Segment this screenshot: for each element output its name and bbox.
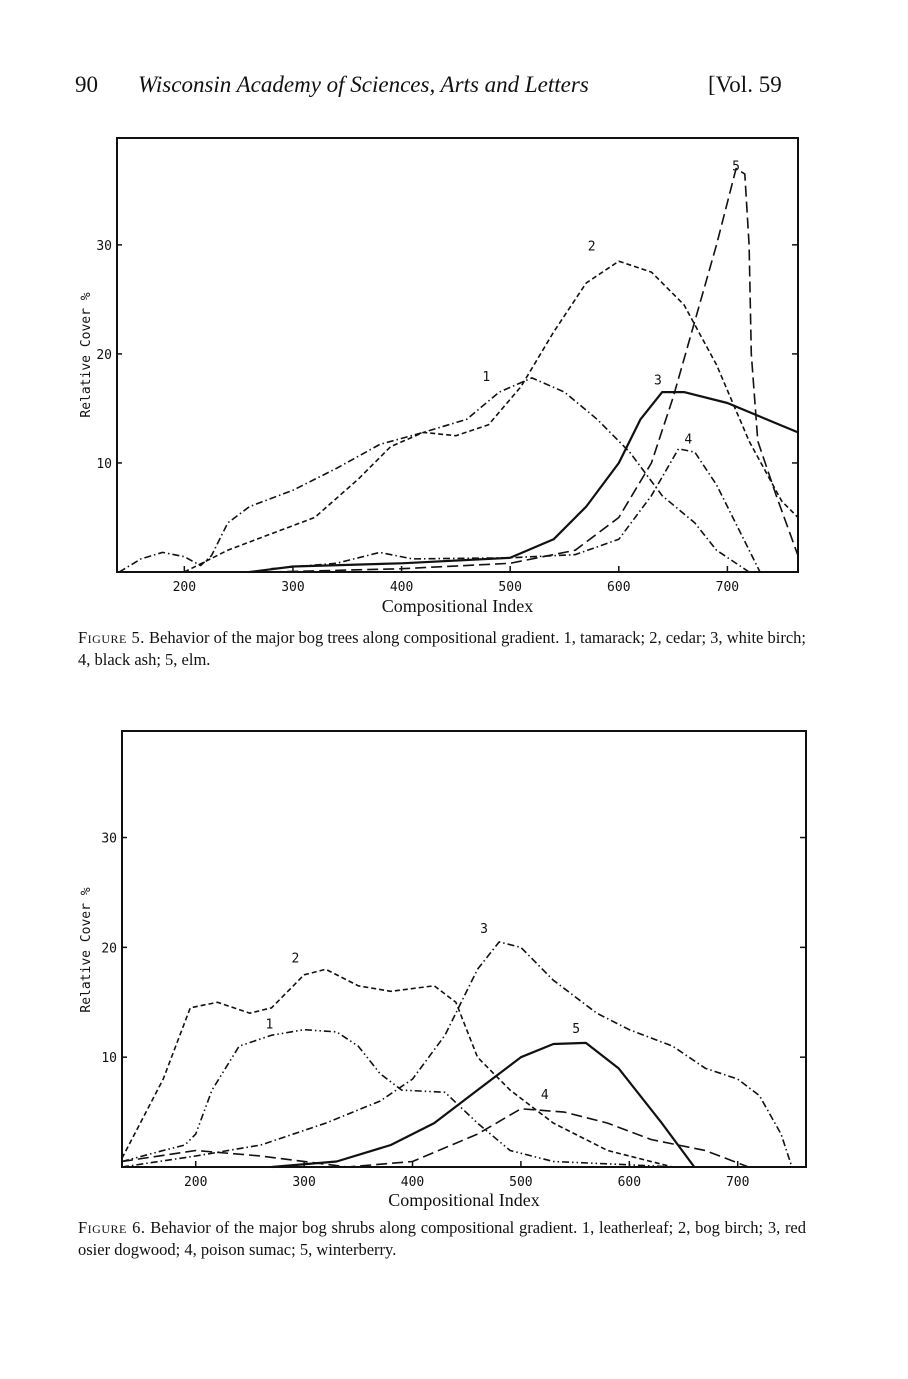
y-tick-label: 10 bbox=[101, 1051, 117, 1066]
page-number: 90 bbox=[75, 72, 98, 97]
plot-frame bbox=[116, 137, 799, 573]
series-line-4 bbox=[271, 448, 761, 573]
running-title: Wisconsin Academy of Sciences, Arts and … bbox=[138, 72, 589, 97]
figure-5-chart: 200 300 400 500 600 700 10 20 30 Compositional In… bbox=[79, 137, 799, 616]
series-line-5 bbox=[271, 1041, 696, 1169]
figure-6-caption: Figure 6. Behavior of the major bog shru… bbox=[78, 1217, 806, 1261]
x-axis-label: Compositional Index bbox=[388, 1190, 540, 1210]
series-label-3: 3 bbox=[480, 922, 488, 937]
figure-5-caption-text: Behavior of the major bog trees along co… bbox=[78, 628, 807, 669]
series-label-4: 4 bbox=[684, 432, 692, 447]
series-label-5: 5 bbox=[732, 160, 740, 175]
volume-label: [Vol. 59 bbox=[708, 72, 782, 97]
y-tick-label: 30 bbox=[101, 832, 117, 847]
x-tick-label: 400 bbox=[390, 580, 413, 595]
x-tick-label: 600 bbox=[618, 1175, 641, 1190]
x-tick-label: 500 bbox=[509, 1175, 532, 1190]
plot-frame bbox=[121, 730, 807, 1168]
y-tick-label: 20 bbox=[96, 348, 112, 363]
x-tick-label: 300 bbox=[292, 1175, 315, 1190]
x-tick-label: 200 bbox=[173, 580, 196, 595]
series-label-1: 1 bbox=[266, 1018, 274, 1033]
x-tick-label: 700 bbox=[716, 580, 739, 595]
x-tick-label: 200 bbox=[184, 1175, 207, 1190]
figure-6-label: Figure 6. bbox=[78, 1218, 146, 1237]
series-label-5: 5 bbox=[572, 1022, 580, 1037]
x-tick-label: 500 bbox=[498, 580, 521, 595]
figure-6-caption-text: Behavior of the major bog shrubs along c… bbox=[78, 1218, 807, 1259]
series-line-3 bbox=[249, 391, 799, 574]
series-line-3 bbox=[121, 941, 793, 1168]
series-label-2: 2 bbox=[292, 952, 300, 967]
x-tick-label: 600 bbox=[607, 580, 630, 595]
x-tick-label: 300 bbox=[281, 580, 304, 595]
y-tick-label: 30 bbox=[96, 239, 112, 254]
series-line-2 bbox=[183, 260, 799, 573]
series-label-2: 2 bbox=[588, 239, 596, 254]
series-line-2 bbox=[121, 968, 673, 1168]
figure-5-caption: Figure 5. Behavior of the major bog tree… bbox=[78, 627, 806, 671]
x-tick-label: 700 bbox=[726, 1175, 749, 1190]
x-tick-label: 400 bbox=[401, 1175, 424, 1190]
y-axis-label: Relative Cover % bbox=[79, 887, 94, 1012]
figure-5-label: Figure 5. bbox=[78, 628, 145, 647]
series-line-1 bbox=[121, 1028, 673, 1168]
series-label-1: 1 bbox=[482, 370, 490, 385]
figure-6-chart: 200 300 400 500 600 700 10 20 30 Compositional In… bbox=[79, 730, 807, 1210]
y-tick-label: 20 bbox=[101, 941, 117, 956]
y-tick-label: 10 bbox=[96, 457, 112, 472]
series-line-4 bbox=[121, 1108, 749, 1168]
series-line-1 bbox=[118, 377, 750, 573]
x-axis-label: Compositional Index bbox=[382, 596, 534, 616]
series-line-5 bbox=[271, 167, 799, 573]
series-label-4: 4 bbox=[541, 1088, 549, 1103]
series-label-3: 3 bbox=[654, 373, 662, 388]
y-axis-label: Relative Cover % bbox=[79, 292, 94, 417]
